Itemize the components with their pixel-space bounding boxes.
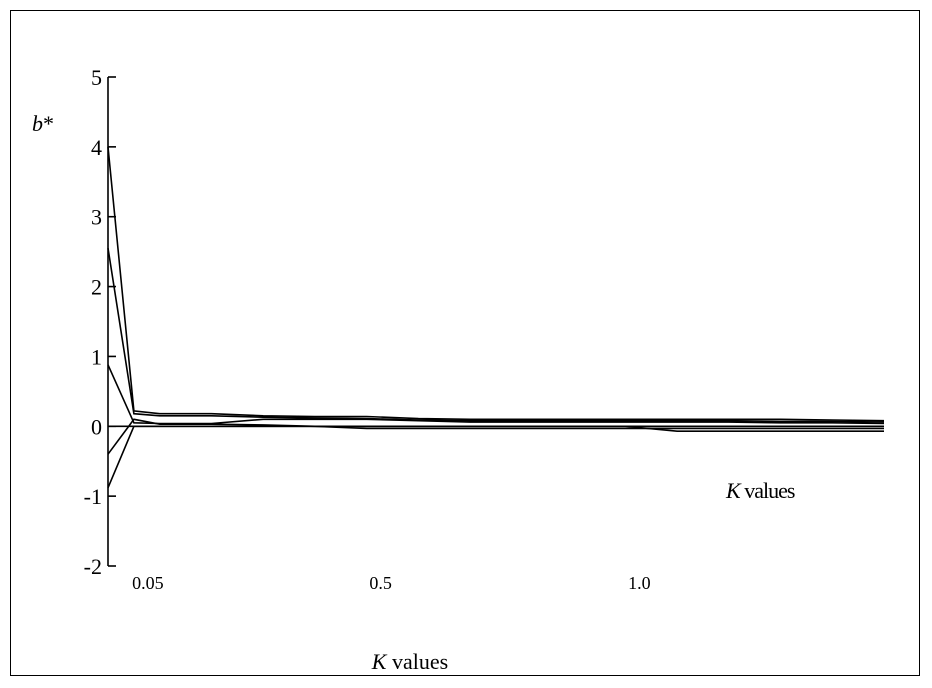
x-tick-label: 0.5 bbox=[369, 573, 392, 593]
y-tick-label: -1 bbox=[84, 484, 102, 509]
x-axis-title-rest: values bbox=[386, 649, 448, 674]
x-axis-title-main: K bbox=[371, 649, 388, 674]
series-line-5 bbox=[107, 425, 884, 489]
y-tick-label: 2 bbox=[91, 275, 102, 300]
y-tick-label: 3 bbox=[91, 205, 102, 230]
series-line-1 bbox=[107, 146, 885, 422]
y-tick-label: 1 bbox=[91, 344, 102, 369]
series-line-4 bbox=[107, 418, 884, 455]
x-axis-title: K values bbox=[371, 649, 448, 674]
chart-frame bbox=[10, 10, 920, 676]
y-axis-title-sup: * bbox=[43, 111, 54, 136]
axes: 5 4 3 2 1 0 -1 -2 0.05 0.5 1.0 bbox=[84, 65, 884, 593]
y-tick-label: 4 bbox=[91, 135, 102, 160]
x-tick-label: 1.0 bbox=[628, 573, 651, 593]
inner-x-label-rest: values bbox=[740, 478, 795, 503]
y-tick-label: 0 bbox=[91, 414, 102, 439]
inner-x-label-main: K bbox=[725, 478, 742, 503]
inner-x-label: K values bbox=[725, 478, 795, 503]
y-tick-label: -2 bbox=[84, 554, 102, 579]
series-line-2 bbox=[107, 247, 885, 423]
y-tick-label: 5 bbox=[91, 65, 102, 90]
series-group bbox=[107, 146, 885, 489]
y-axis-title: b* bbox=[32, 111, 54, 136]
y-axis-title-main: b bbox=[32, 111, 43, 136]
x-tick-label: 0.05 bbox=[132, 573, 164, 593]
